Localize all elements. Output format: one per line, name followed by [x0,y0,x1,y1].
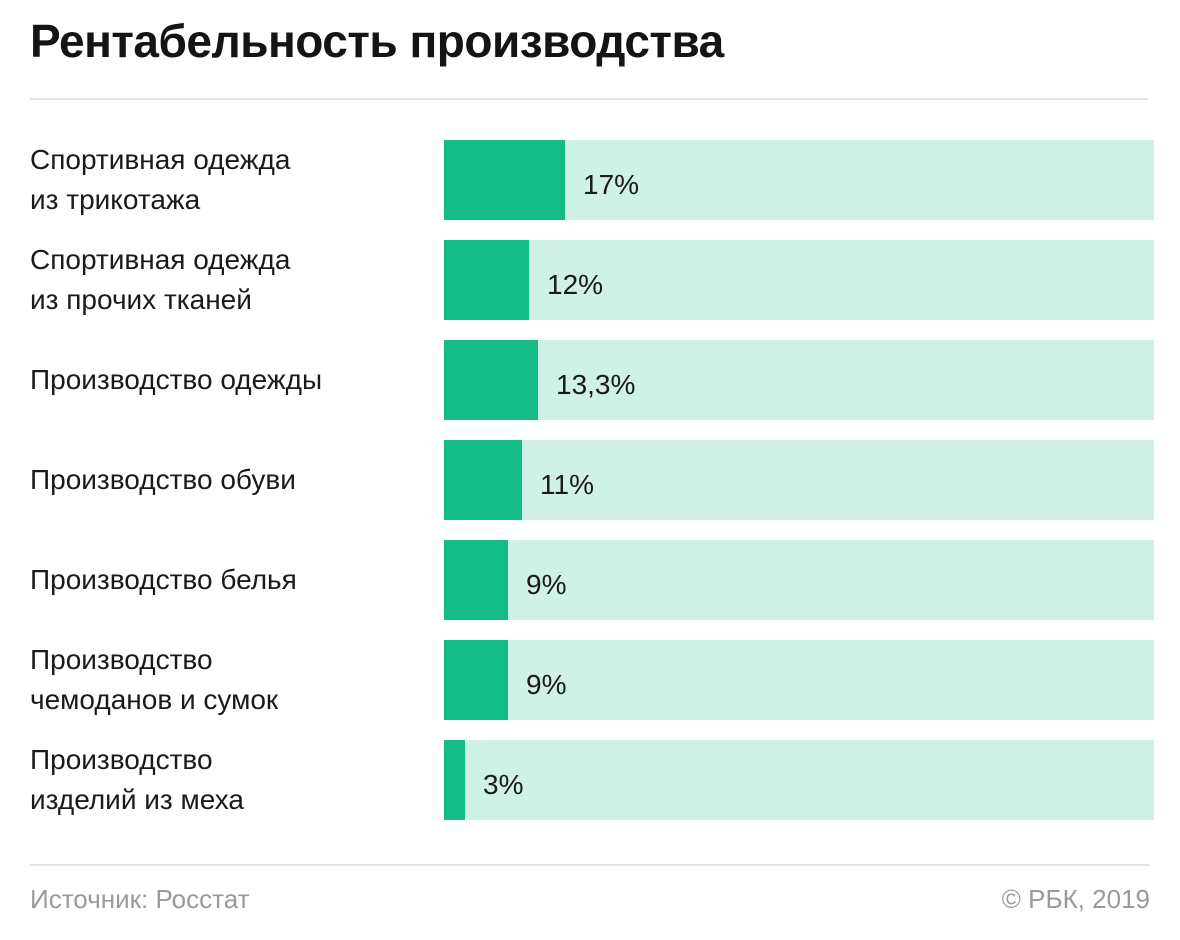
value-label: 17% [583,169,640,200]
category-label-line: Производство [30,744,213,775]
value-label: 11% [540,469,594,500]
bar-track: 17% [444,140,1154,220]
category-label-line: из прочих тканей [30,284,252,315]
category-label-line: Производство белья [30,564,297,595]
value-label: 9% [526,569,567,600]
bar-track: 13,3% [444,340,1154,420]
category-label-line: Производство [30,644,213,675]
bar-track: 11% [444,440,1154,520]
category-label-line: Производство одежды [30,364,323,395]
bar [444,740,465,820]
category-label-line: Производство обуви [30,464,296,495]
value-label: 12% [547,269,604,300]
category-label: Производство обуви [30,440,430,520]
value-label: 13,3% [556,369,636,400]
category-label: Спортивная одежда из трикотажа [30,140,430,220]
category-label: Производство чемоданов и сумок [30,640,430,720]
bottom-divider [30,864,1150,866]
bar [444,340,538,420]
bar [444,240,529,320]
source-note: Источник: Росстат [30,884,250,914]
category-label-line: Спортивная одежда [30,244,291,275]
category-label-line: из трикотажа [30,184,201,215]
bar [444,140,565,220]
category-label: Производство одежды [30,340,430,420]
bar-track: 12% [444,240,1154,320]
bar [444,540,508,620]
bar [444,640,508,720]
category-label-line: чемоданов и сумок [30,684,279,715]
value-label: 9% [526,669,567,700]
value-label: 3% [483,769,524,800]
category-label: Производство белья [30,540,430,620]
category-label-line: изделий из меха [30,784,244,815]
chart-title: Рентабельность производства [30,15,724,67]
bar-track: 9% [444,640,1154,720]
category-label: Спортивная одежда из прочих тканей [30,240,430,320]
category-label-line: Спортивная одежда [30,144,291,175]
bar-track: 3% [444,740,1154,820]
copyright-note: © РБК, 2019 [1001,884,1150,914]
bar [444,440,522,520]
category-label: Производство изделий из меха [30,740,430,820]
top-divider [30,98,1148,100]
bar-track: 9% [444,540,1154,620]
